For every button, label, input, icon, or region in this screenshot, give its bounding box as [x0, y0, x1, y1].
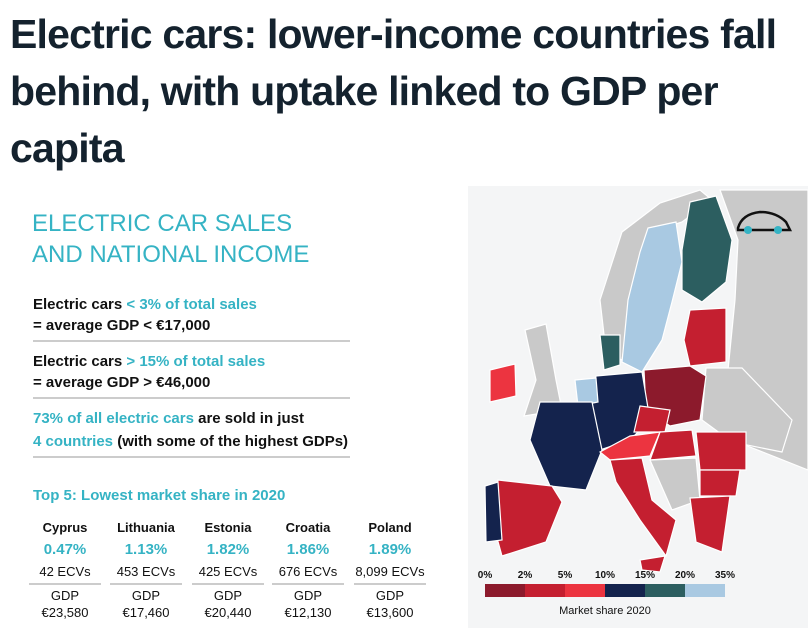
country-share: 1.86%	[287, 541, 330, 558]
bulgaria	[699, 469, 741, 497]
svg-text:Electric cars > 15% of total s: Electric cars > 15% of total sales	[33, 353, 265, 370]
heading: ELECTRIC CAR SALES	[32, 210, 292, 237]
fact-line: = average GDP > €46,000	[33, 374, 210, 391]
legend-swatch	[485, 584, 525, 597]
fact-highlight: < 3% of total sales	[126, 296, 256, 313]
country-name: Croatia	[286, 520, 332, 535]
country-share: 1.82%	[207, 541, 250, 558]
gdp-value: €23,580	[42, 605, 89, 620]
legend-label: 0%	[478, 570, 493, 581]
country-ecvs: 425 ECVs	[199, 564, 258, 579]
country-share: 1.89%	[369, 541, 412, 558]
greece	[689, 495, 731, 553]
fact-line: = average GDP < €17,000	[33, 317, 210, 334]
country-table: Cyprus 0.47% 42 ECVs GDP €23,580 Lithuania 1.1…	[29, 520, 426, 620]
gdp-label: GDP	[51, 588, 79, 603]
gdp-label: GDP	[132, 588, 160, 603]
gdp-value: €13,600	[367, 605, 414, 620]
table-title: Top 5: Lowest market share in 2020	[33, 487, 285, 504]
country-name: Lithuania	[117, 520, 176, 535]
gdp-value: €17,460	[123, 605, 170, 620]
gdp-label: GDP	[214, 588, 242, 603]
finland	[681, 195, 733, 303]
legend-swatch	[525, 584, 565, 597]
legend-label: 2%	[518, 570, 533, 581]
belarus-ukraine	[701, 367, 793, 453]
legend-swatch	[685, 584, 725, 597]
hungary	[649, 429, 697, 461]
map	[468, 186, 808, 628]
fact-highlight: > 15% of total sales	[126, 353, 265, 370]
country-ecvs: 676 ECVs	[279, 564, 338, 579]
fact-text: Electric cars	[33, 353, 122, 370]
svg-text:73% of all electric cars are s: 73% of all electric cars are sold in jus…	[33, 410, 304, 427]
gdp-label: GDP	[294, 588, 322, 603]
fact-highlight: 73% of all electric cars	[33, 410, 194, 427]
country-name: Cyprus	[43, 520, 88, 535]
legend-swatch	[645, 584, 685, 597]
benelux	[574, 377, 599, 407]
country-ecvs: 453 ECVs	[117, 564, 176, 579]
portugal	[484, 481, 503, 543]
romania	[695, 431, 747, 471]
fact-text: (with some of the highest GDPs)	[117, 433, 348, 450]
fact-text: Electric cars	[33, 296, 122, 313]
denmark	[599, 334, 621, 371]
country-share: 0.47%	[44, 541, 87, 558]
car-icon	[736, 210, 793, 234]
legend-label: 20%	[675, 570, 695, 581]
country-name: Estonia	[205, 520, 253, 535]
legend: 0% 2% 5% 10% 15% 20% 35% Market share 2020	[478, 570, 735, 617]
sicily	[639, 555, 666, 573]
czechia	[633, 405, 671, 433]
legend-swatch	[565, 584, 605, 597]
fact-text: are sold in just	[198, 410, 304, 427]
ireland	[489, 363, 517, 403]
svg-text:Electric cars < 3% of total sa: Electric cars < 3% of total sales	[33, 296, 257, 313]
gdp-value: €20,440	[205, 605, 252, 620]
fact-highlight: 4 countries	[33, 433, 113, 450]
legend-label: 15%	[635, 570, 655, 581]
france	[529, 401, 603, 491]
country-ecvs: 42 ECVs	[39, 564, 91, 579]
legend-swatch	[605, 584, 645, 597]
sweden	[621, 221, 683, 373]
country-name: Poland	[368, 520, 411, 535]
legend-label: 5%	[558, 570, 573, 581]
gdp-label: GDP	[376, 588, 404, 603]
legend-caption: Market share 2020	[559, 605, 651, 617]
austria-switzerland	[598, 431, 661, 461]
baltics	[683, 307, 727, 367]
gdp-value: €12,130	[285, 605, 332, 620]
country-ecvs: 8,099 ECVs	[355, 564, 425, 579]
svg-text:4 countries (with some of the: 4 countries (with some of the highest GD…	[33, 433, 348, 450]
legend-label: 10%	[595, 570, 615, 581]
country-share: 1.13%	[125, 541, 168, 558]
italy	[609, 457, 677, 558]
heading: AND NATIONAL INCOME	[32, 241, 309, 268]
legend-label: 35%	[715, 570, 735, 581]
title: Electric cars: lower-income countries fa…	[10, 11, 777, 171]
